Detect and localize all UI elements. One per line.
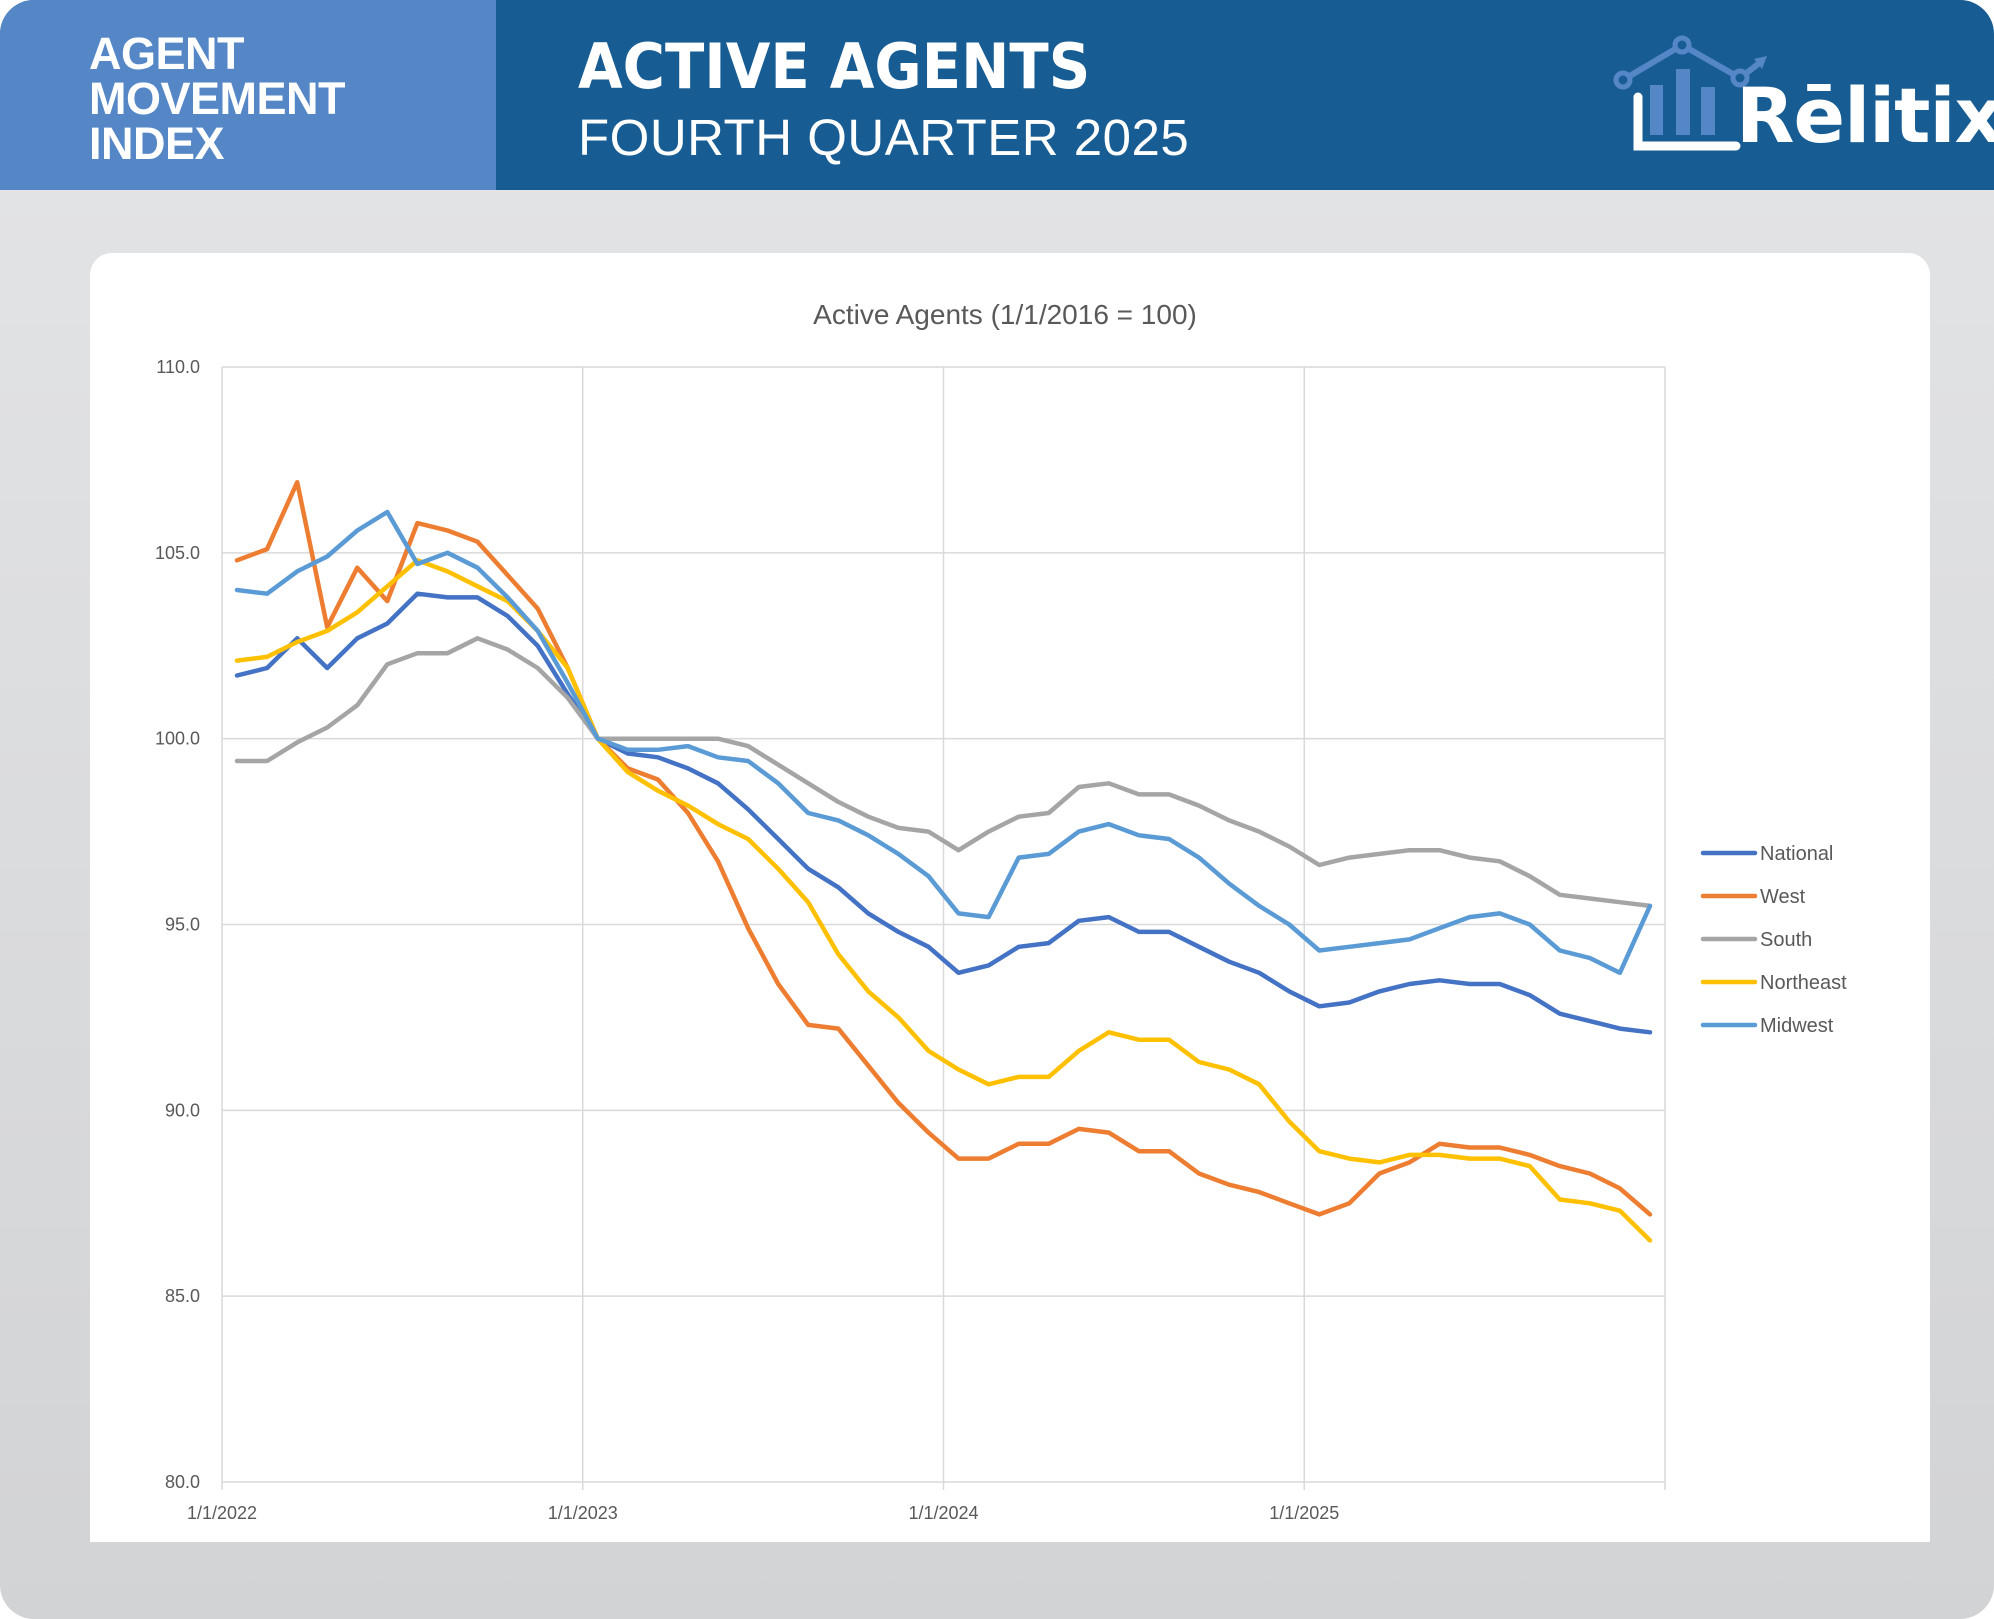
logo-bar	[1650, 85, 1663, 135]
y-tick-label: 105.0	[155, 543, 200, 563]
logo-trend-line	[1621, 41, 1764, 83]
line-chart: Active Agents (1/1/2016 = 100) 80.0 85.0 9…	[155, 299, 1847, 1523]
legend-label: West	[1760, 886, 1806, 908]
legend-item-national[interactable]: National	[1700, 843, 1833, 865]
index-title-line: INDEX	[89, 118, 225, 169]
x-tick-label: 1/1/2025	[1269, 1503, 1339, 1523]
y-tick-label: 80.0	[165, 1472, 200, 1492]
gridlines	[221, 366, 1666, 1490]
logo-node	[1730, 68, 1750, 88]
series-line-national	[234, 591, 1653, 1035]
index-panel: AGENT MOVEMENT INDEX	[0, 0, 496, 190]
x-tick-label: 1/1/2023	[548, 1503, 618, 1523]
y-tick-label: 95.0	[165, 915, 200, 935]
logo-bar	[1701, 87, 1715, 135]
logo-node	[1672, 35, 1692, 55]
page-subtitle: FOURTH QUARTER 2025	[578, 109, 1190, 166]
series-line-midwest	[234, 509, 1653, 976]
y-tick-label: 85.0	[165, 1286, 200, 1306]
chart-title: Active Agents (1/1/2016 = 100)	[813, 299, 1197, 330]
series-lines	[234, 479, 1653, 1243]
house-chart-logo-icon	[1613, 35, 1767, 151]
legend-item-south[interactable]: South	[1700, 929, 1812, 951]
index-title: AGENT MOVEMENT INDEX	[89, 28, 346, 169]
y-tick-label: 100.0	[155, 729, 200, 749]
index-title-line: MOVEMENT	[89, 73, 346, 124]
y-tick-label: 110.0	[156, 357, 200, 377]
header-banner: AGENT MOVEMENT INDEX ACTIVE AGENTS FOURT…	[0, 0, 1994, 190]
logo-bar	[1676, 69, 1690, 135]
legend-label: South	[1760, 929, 1812, 951]
legend-label: Northeast	[1760, 972, 1847, 994]
chart-card: Active Agents (1/1/2016 = 100) 80.0 85.0 9…	[90, 253, 1930, 1542]
legend-label: National	[1760, 843, 1833, 865]
series-line-west	[234, 479, 1653, 1217]
y-tick-label: 90.0	[165, 1100, 200, 1120]
x-tick-label: 1/1/2024	[908, 1503, 978, 1523]
index-title-line: AGENT	[89, 28, 245, 79]
logo-arrow	[1754, 56, 1767, 69]
legend-item-west[interactable]: West	[1700, 886, 1806, 908]
logo-node	[1613, 70, 1633, 90]
x-tick-label: 1/1/2022	[187, 1503, 257, 1523]
x-axis-labels: 1/1/2022 1/1/2023 1/1/2024 1/1/2025	[187, 1503, 1339, 1523]
legend-item-midwest[interactable]: Midwest	[1700, 1015, 1834, 1037]
page-title: ACTIVE AGENTS	[578, 30, 1091, 103]
series-line-northeast	[234, 558, 1653, 1243]
y-axis-labels: 80.0 85.0 90.0 95.0 100.0 105.0 110.0	[155, 357, 200, 1492]
legend-item-northeast[interactable]: Northeast	[1700, 972, 1847, 994]
legend-label: Midwest	[1760, 1015, 1834, 1037]
legend: National West South Northeast Midwest	[1700, 843, 1847, 1037]
logo-base	[1633, 92, 1741, 151]
brand-logo-text: Rēlitix	[1736, 71, 1994, 160]
series-line-south	[234, 636, 1653, 909]
